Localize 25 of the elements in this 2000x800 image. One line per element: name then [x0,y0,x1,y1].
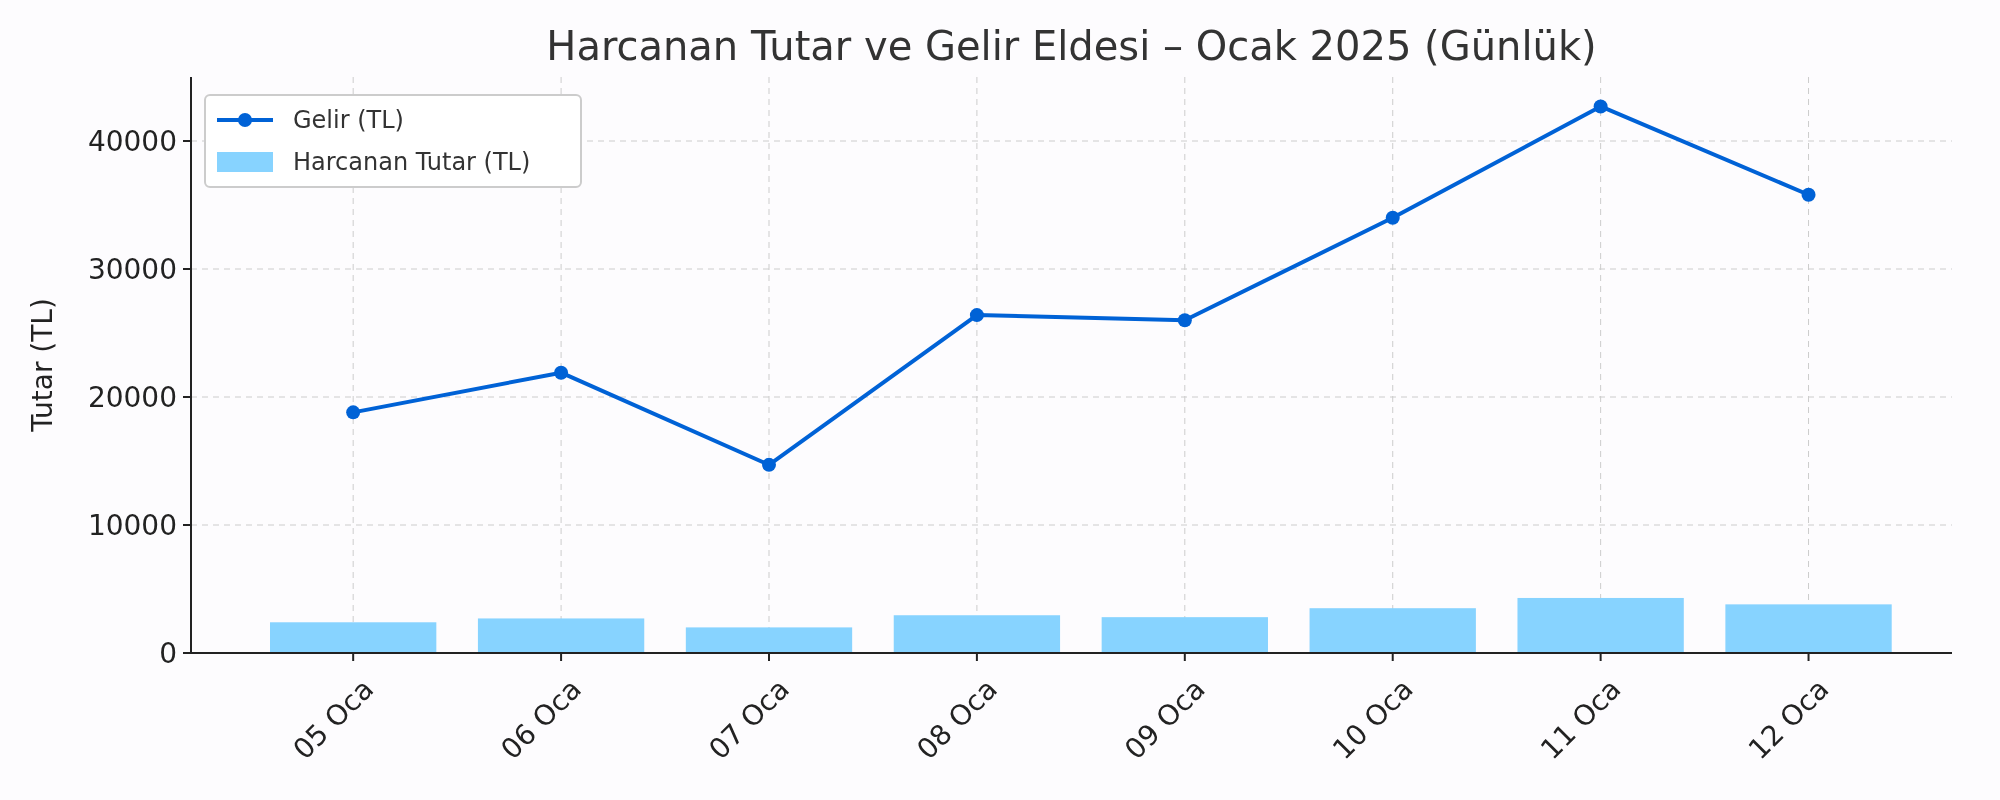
point [1385,210,1400,225]
point [554,365,569,380]
y-tick-label: 30000 [87,252,177,286]
y-tick-label: 10000 [87,508,177,542]
point [1593,99,1608,114]
x-tick-label: 07 Oca [702,672,796,766]
legend-label: Harcanan Tutar (TL) [293,148,531,177]
point [1177,313,1192,328]
y-tick-label: 0 [159,636,177,670]
y-tick-label: 40000 [87,124,177,158]
y-axis-title: Tutar (TL) [26,298,59,433]
y-tick-label: 20000 [87,380,177,414]
x-tick-label: 08 Oca [910,672,1004,766]
x-tick-label: 10 Oca [1326,672,1420,766]
x-tick-label: 11 Oca [1534,672,1628,766]
point [1801,187,1816,202]
x-tick-label: 06 Oca [494,672,588,766]
x-tick-label: 05 Oca [286,672,380,766]
chart-title: Harcanan Tutar ve Gelir Eldesi – Ocak 2025 (Günlük) [546,23,1597,69]
point [346,405,361,420]
x-tick-label: 12 Oca [1741,672,1836,766]
x-tick-label: 09 Oca [1118,672,1212,766]
legend-label: Gelir (TL) [293,106,404,135]
point [969,308,984,323]
point [761,457,776,472]
